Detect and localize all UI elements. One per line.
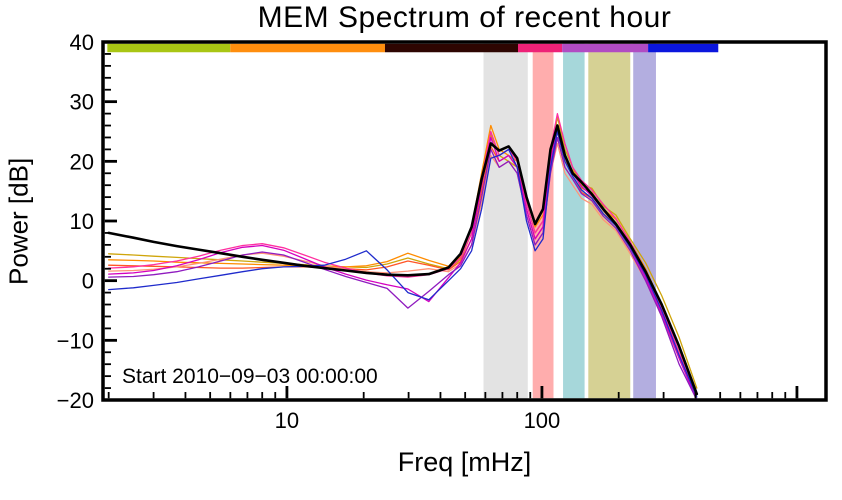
chart-title: MEM Spectrum of recent hour [257, 1, 672, 34]
svg-text:10: 10 [275, 408, 299, 433]
svg-text:100: 100 [524, 408, 561, 433]
svg-text:0: 0 [82, 269, 94, 294]
spectra-series [107, 112, 699, 400]
svg-text:10: 10 [70, 209, 94, 234]
strip-orange [230, 43, 385, 53]
frequency-bands [483, 43, 656, 399]
svg-text:30: 30 [70, 90, 94, 115]
plot-frame [101, 40, 828, 402]
svg-text:−10: −10 [57, 328, 94, 353]
strip-yellowgreen [107, 43, 231, 53]
series-blue [108, 130, 698, 398]
svg-text:20: 20 [70, 149, 94, 174]
strip-purple [562, 43, 649, 53]
axis-ticks [104, 40, 799, 402]
svg-text:40: 40 [70, 30, 94, 55]
strip-blue [648, 43, 719, 53]
series-purple [108, 136, 698, 400]
band-cyan [563, 43, 585, 399]
svg-text:−20: −20 [57, 388, 94, 413]
top-color-strip [107, 43, 719, 53]
start-time-annotation: Start 2010−09−03 00:00:00 [122, 365, 378, 388]
band-lavender [633, 43, 656, 399]
x-axis-label: Freq [mHz] [397, 447, 532, 477]
strip-pink [518, 43, 563, 53]
strip-darkmaroon [384, 43, 519, 53]
series-hotpink [108, 112, 698, 395]
band-gray [483, 43, 528, 399]
series-mean-black [107, 124, 699, 396]
